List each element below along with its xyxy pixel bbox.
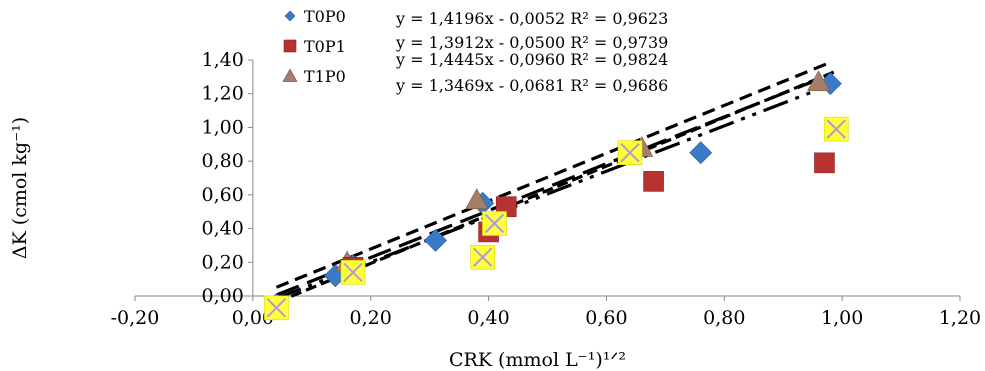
data-point: [617, 140, 643, 166]
x-tick-label: 1,00: [821, 307, 863, 329]
data-point: [689, 141, 713, 165]
data-point: [807, 70, 831, 92]
y-axis-title: ΔK (cmol kg⁻¹): [9, 117, 31, 259]
data-point: [814, 152, 835, 174]
y-tick-label: 0,80: [202, 150, 244, 172]
y-tick-label: 0,40: [202, 218, 244, 240]
legend-marker: [283, 39, 297, 53]
data-point: [482, 211, 507, 236]
y-tick-label: 0,20: [202, 251, 244, 273]
data-point: [340, 260, 366, 285]
x-tick-label: 0,00: [232, 307, 274, 329]
y-tick-label: 1,20: [202, 83, 244, 105]
trendline: [275, 69, 837, 304]
x-tick-label: 1,20: [939, 307, 981, 329]
x-tick-label: -0,20: [111, 307, 160, 329]
x-axis-title: CRK (mmol L⁻¹)¹ᐟ²: [449, 349, 626, 371]
data-point: [643, 171, 664, 192]
x-tick-label: 0,80: [703, 307, 745, 329]
x-tick-label: 0,20: [350, 307, 392, 329]
x-tick-label: 0,60: [585, 307, 627, 329]
x-tick-label: 0,40: [467, 307, 509, 329]
data-point: [470, 244, 495, 270]
data-point: [424, 228, 447, 252]
legend-label: T1P0: [304, 67, 346, 86]
trendlines: [275, 60, 837, 304]
trendline: [275, 83, 831, 300]
trendline-equation: y = 1,3469x - 0,0681 R² = 0,9686: [395, 76, 668, 95]
legend-marker: [282, 68, 298, 82]
trendline-equation: y = 1,4445x - 0,0960 R² = 0,9824: [395, 50, 668, 69]
legend-marker: [284, 10, 296, 22]
data-points: [264, 70, 849, 321]
trendline-equation: y = 1,3912x - 0,0500 R² = 0,9739: [395, 33, 668, 52]
data-point: [264, 295, 289, 321]
data-point: [465, 188, 489, 210]
axes: 0,00 0,20 0,40 0,60 0,80 1,00 1,20 1,40 -0,20 0,0…: [111, 49, 982, 329]
data-point: [823, 116, 849, 142]
y-tick-label: 0,60: [202, 184, 244, 206]
y-tick-label: 1,00: [202, 116, 244, 138]
trendline-equations: y = 1,4196x - 0,0052 R² = 0,9623 y = 1,39…: [395, 9, 668, 95]
trendline: [275, 60, 831, 289]
legend-label: T0P0: [304, 7, 346, 26]
legend: T0P0 T0P1 T1P0: [282, 7, 346, 86]
y-tick-label: 1,40: [202, 49, 244, 71]
legend-label: T0P1: [304, 37, 346, 56]
y-tick-label: 0,00: [202, 285, 244, 307]
trendline-equation: y = 1,4196x - 0,0052 R² = 0,9623: [395, 9, 668, 28]
